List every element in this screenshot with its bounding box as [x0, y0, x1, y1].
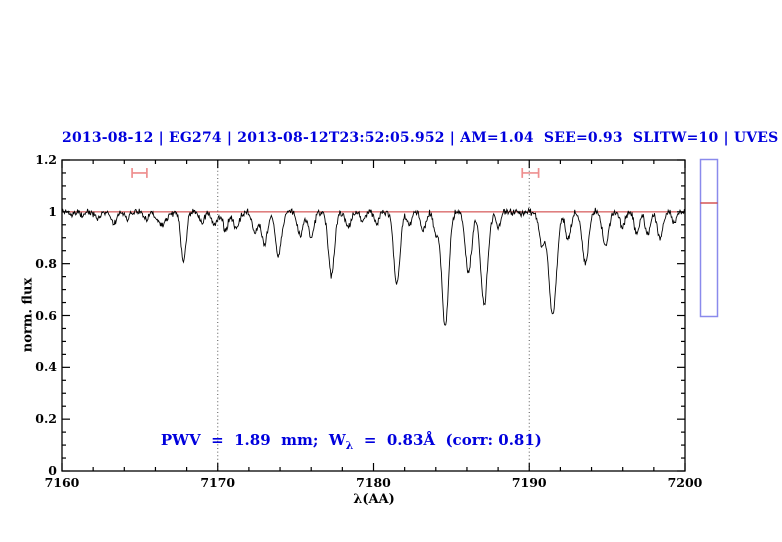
y-tick-label: 0.2	[35, 411, 57, 427]
x-axis-ticks	[61, 160, 686, 471]
side-panel	[699, 158, 719, 318]
y-tick-label: 0.4	[35, 359, 57, 375]
x-tick-label: 7200	[667, 475, 703, 490]
spectrum-line	[61, 207, 686, 326]
x-tick-label: 7180	[356, 475, 391, 490]
pwv-annotation-text: PWV = 1.89 mm; W	[160, 431, 346, 449]
y-axis-ticks	[62, 159, 685, 472]
pwv-annotation-value: = 0.83Å (corr: 0.81)	[353, 431, 542, 449]
y-tick-label: 0.8	[35, 255, 57, 271]
y-tick-label: 0	[48, 463, 57, 478]
pwv-annotation: PWV = 1.89 mm; Wλ = 0.83Å (corr: 0.81)	[140, 413, 542, 470]
x-axis-label: λ(AA)	[353, 492, 395, 507]
x-tick-label: 7190	[511, 475, 547, 490]
x-tick-label: 7170	[200, 475, 236, 490]
range-markers	[131, 168, 540, 178]
x-tick-label: 7160	[44, 475, 80, 490]
y-axis-label: norm. flux	[20, 277, 36, 353]
y-tick-label: 0.6	[35, 307, 57, 323]
y-tick-label: 1	[48, 203, 57, 219]
guide-lines	[217, 160, 530, 471]
y-tick-label: 1.2	[35, 152, 57, 167]
pwv-annotation-subscript: λ	[345, 439, 354, 452]
